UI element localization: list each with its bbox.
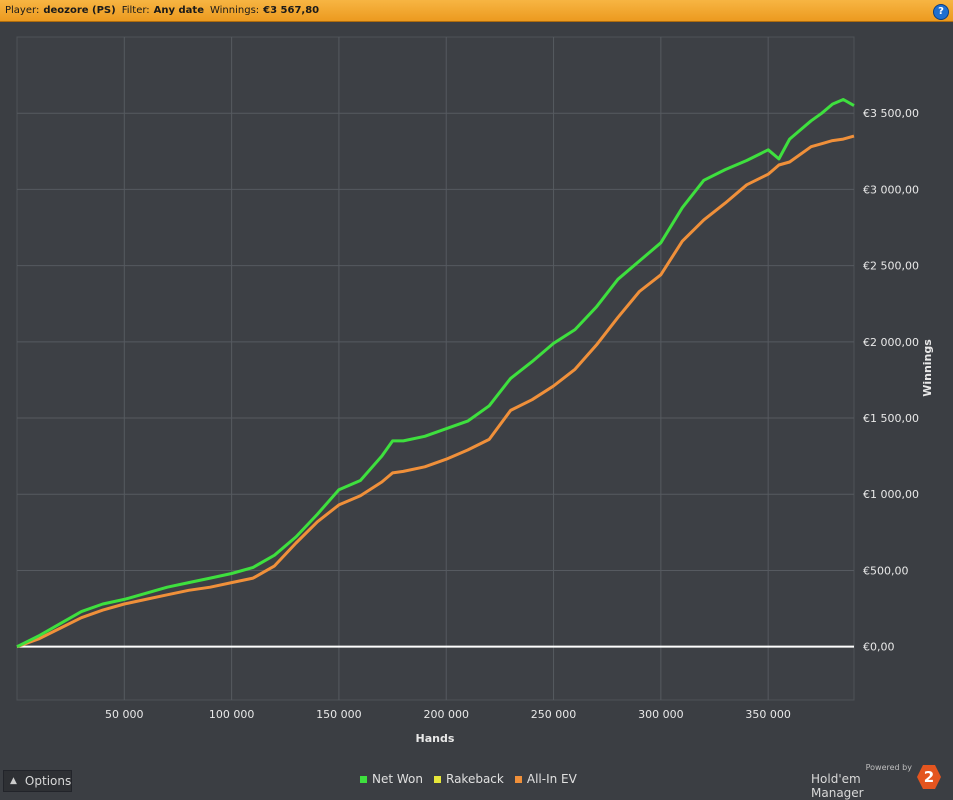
series-line-net-won <box>16 98 855 649</box>
y-tick-label: €500,00 <box>863 564 909 577</box>
player-label: Player: <box>5 5 40 16</box>
player-value: deozore (PS) <box>43 5 116 16</box>
y-tick-label: €3 000,00 <box>863 183 919 196</box>
grid-lines <box>17 37 854 700</box>
legend-label: Net Won <box>372 772 423 786</box>
legend-swatch <box>514 775 522 783</box>
legend-label: Rakeback <box>446 772 504 786</box>
legend-swatch <box>360 775 367 783</box>
y-tick-label: €2 000,00 <box>863 336 919 349</box>
x-tick-label: 250 000 <box>531 708 577 721</box>
powered-by-text: Powered by <box>865 763 912 772</box>
y-tick-label: €3 500,00 <box>863 107 919 120</box>
legend-label: All-In EV <box>526 772 577 786</box>
legend-item-all-in-ev[interactable]: All-In EV <box>514 772 577 786</box>
y-tick-label: €2 500,00 <box>863 260 919 273</box>
legend-item-net-won[interactable]: Net Won <box>360 772 423 786</box>
chart-legend: Net Won Rakeback All-In EV <box>360 772 577 786</box>
chevron-up-icon: ▲ <box>10 776 17 786</box>
winnings-value: €3 567,80 <box>263 5 320 16</box>
product-name: Hold'em Manager <box>811 772 864 800</box>
winnings-label: Winnings: <box>209 5 260 16</box>
x-tick-label: 350 000 <box>745 708 791 721</box>
x-tick-label: 300 000 <box>638 708 684 721</box>
y-tick-label: €0,00 <box>863 641 895 654</box>
winnings-chart: 50 000 100 000 150 000 200 000 250 000 300 00… <box>16 36 934 745</box>
chart-header-bar: Player: deozore (PS) Filter: Any date Wi… <box>0 0 953 22</box>
x-tick-label: 150 000 <box>316 708 362 721</box>
branding: Powered by Hold'em Manager 2 <box>811 762 941 800</box>
legend-swatch <box>434 775 441 783</box>
y-axis: €0,00 €500,00 €1 000,00 €1 500,00 €2 000,00 €… <box>863 107 919 653</box>
series-line-all-in-ev <box>16 134 855 649</box>
series-lines <box>16 98 855 649</box>
x-tick-label: 100 000 <box>209 708 255 721</box>
x-axis: 50 000 100 000 150 000 200 000 250 000 300 00… <box>105 708 791 721</box>
x-axis-title: Hands <box>416 732 455 745</box>
filter-label: Filter: <box>121 5 150 16</box>
legend-item-rakeback[interactable]: Rakeback <box>434 772 504 786</box>
y-tick-label: €1 500,00 <box>863 412 919 425</box>
help-icon[interactable]: ? <box>933 4 949 20</box>
filter-value: Any date <box>153 5 204 16</box>
hem-logo-icon: 2 <box>917 765 941 789</box>
options-button[interactable]: ▲ Options <box>3 770 72 792</box>
x-tick-label: 200 000 <box>423 708 469 721</box>
y-tick-label: €1 000,00 <box>863 488 919 501</box>
options-label: Options <box>24 774 72 788</box>
x-tick-label: 50 000 <box>105 708 144 721</box>
y-axis-title: Winnings <box>921 339 934 397</box>
